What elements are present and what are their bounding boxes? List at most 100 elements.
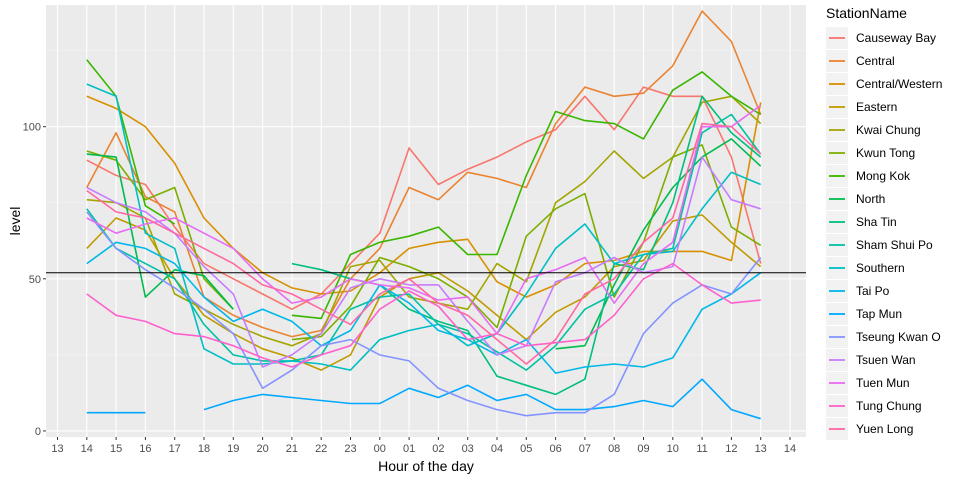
- y-tick-label: 50: [29, 274, 41, 286]
- legend: StationName Causeway Bay Central Central/W…: [826, 5, 942, 440]
- y-axis-title: level: [7, 207, 23, 236]
- series-line: [86, 211, 762, 417]
- legend-label: Kwai Chung: [856, 123, 921, 137]
- series-line: [86, 241, 762, 374]
- legend-label: Mong Kok: [856, 169, 911, 183]
- x-tick-label: 13: [51, 443, 63, 455]
- series-southern: [86, 83, 762, 371]
- minor-grid: [46, 50, 806, 356]
- x-axis: 13 14 15 16 17 18 19 20 21 22 23 00 01 02 03 04 05 06 07 08…: [51, 437, 796, 455]
- x-tick-label: 11: [696, 443, 707, 455]
- series-tap-mun: [86, 378, 761, 420]
- x-tick-label: 21: [286, 443, 298, 455]
- x-tick-label: 14: [81, 443, 93, 455]
- legend-label: Tuen Mun: [856, 376, 910, 390]
- x-tick-label: 03: [462, 443, 474, 455]
- series-tseung-kwan-o: [86, 211, 762, 417]
- legend-item: Tap Mun: [826, 303, 902, 325]
- legend-label: Sha Tin: [856, 215, 897, 229]
- legend-item: Tung Chung: [826, 395, 922, 417]
- y-tick-label: 100: [23, 122, 41, 134]
- y-tick-label: 0: [35, 426, 41, 438]
- series-line: [86, 59, 176, 225]
- legend-label: Yuen Long: [856, 422, 913, 436]
- legend-label: Central: [856, 54, 895, 68]
- legend-item: Sham Shui Po: [826, 234, 933, 256]
- legend-item: Tai Po: [826, 280, 890, 302]
- series-line: [86, 122, 762, 365]
- legend-item: Sha Tin: [826, 211, 897, 233]
- series-line: [86, 262, 761, 368]
- series-yuen-long: [86, 122, 762, 365]
- x-tick-label: 04: [491, 443, 503, 455]
- series-tsuen-wan: [86, 156, 761, 368]
- series-line: [86, 153, 234, 310]
- legend-item: Yuen Long: [826, 418, 913, 440]
- x-tick-label: 16: [139, 443, 151, 455]
- series-central: [86, 10, 762, 338]
- legend-item: Tsuen Wan: [826, 349, 916, 371]
- x-tick-label: 17: [169, 443, 181, 455]
- legend-item: North: [826, 188, 885, 210]
- x-tick-label: 01: [403, 443, 415, 455]
- series-tung-chung: [86, 262, 761, 368]
- series-line: [86, 104, 762, 335]
- legend-item: Kwun Tong: [826, 142, 915, 164]
- legend-item: Central/Western: [826, 73, 942, 95]
- x-tick-label: 06: [549, 443, 561, 455]
- x-tick-label: 22: [315, 443, 327, 455]
- series-line: [86, 95, 762, 347]
- series-line: [86, 10, 762, 338]
- series-line: [86, 83, 762, 371]
- legend-item: Central: [826, 50, 895, 72]
- x-tick-label: 13: [755, 443, 767, 455]
- x-tick-label: 00: [374, 443, 386, 455]
- series-line: [86, 156, 761, 368]
- x-tick-label: 12: [725, 443, 737, 455]
- series-line: [291, 71, 762, 320]
- x-tick-label: 23: [344, 443, 356, 455]
- series-kwai-chung: [86, 95, 762, 347]
- x-tick-label: 09: [637, 443, 649, 455]
- x-tick-label: 19: [227, 443, 239, 455]
- x-tick-label: 18: [198, 443, 210, 455]
- legend-label: Tung Chung: [856, 399, 922, 413]
- legend-label: Tseung Kwan O: [856, 330, 941, 344]
- x-tick-label: 14: [784, 443, 796, 455]
- legend-label: Tai Po: [856, 284, 890, 298]
- series-tai-po: [86, 241, 762, 374]
- legend-label: Central/Western: [856, 77, 942, 91]
- legend-item: Southern: [826, 257, 905, 279]
- y-axis: 0 50 100: [23, 122, 46, 438]
- legend-item: Causeway Bay: [826, 27, 936, 49]
- legend-label: Eastern: [856, 100, 897, 114]
- series-tuen-mun: [86, 104, 762, 335]
- legend-item: Mong Kok: [826, 165, 911, 187]
- x-tick-label: 08: [608, 443, 620, 455]
- legend-label: Tap Mun: [856, 307, 902, 321]
- legend-label: Kwun Tong: [856, 146, 915, 160]
- series-line: [291, 144, 762, 341]
- x-tick-label: 07: [579, 443, 591, 455]
- x-axis-title: Hour of the day: [378, 458, 474, 474]
- legend-item: Kwai Chung: [826, 119, 921, 141]
- series-central-western: [86, 95, 762, 298]
- x-tick-label: 20: [256, 443, 268, 455]
- series-line: [86, 150, 234, 310]
- legend-item: Tseung Kwan O: [826, 326, 941, 348]
- series-lines: [86, 10, 762, 420]
- legend-label: Sham Shui Po: [856, 238, 933, 252]
- legend-item: Eastern: [826, 96, 897, 118]
- legend-item: Tuen Mun: [826, 372, 910, 394]
- x-tick-label: 10: [667, 443, 679, 455]
- series-line: [86, 95, 762, 298]
- series-mong-kok: [86, 59, 762, 320]
- series-line: [203, 378, 761, 420]
- x-tick-label: 02: [432, 443, 444, 455]
- series-kwun-tong: [86, 144, 762, 341]
- x-tick-label: 05: [520, 443, 532, 455]
- legend-label: Causeway Bay: [856, 31, 936, 45]
- legend-title: StationName: [826, 5, 907, 21]
- legend-label: Tsuen Wan: [856, 353, 916, 367]
